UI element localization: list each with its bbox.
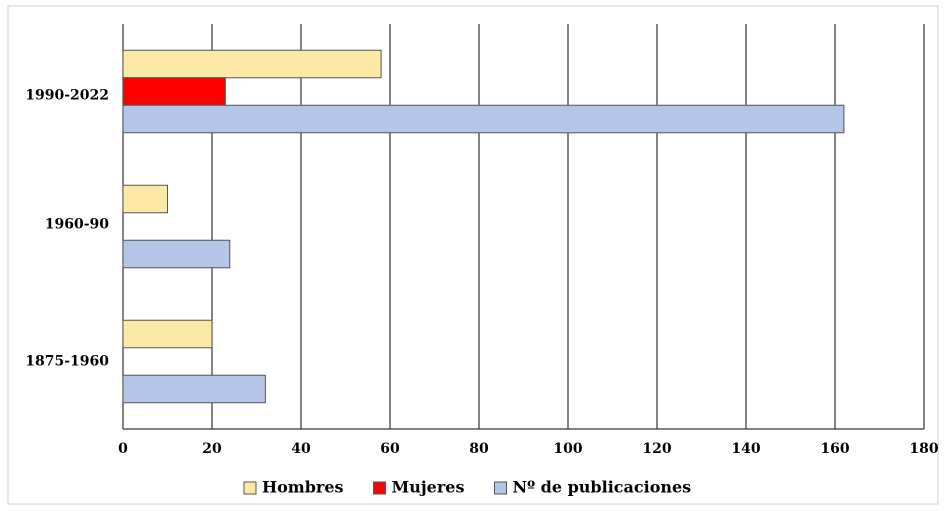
x-tick-label: 80: [469, 441, 489, 457]
legend-label: Nº de publicaciones: [512, 478, 691, 497]
x-tick-label: 180: [909, 441, 938, 457]
bar: [122, 239, 231, 269]
x-tick-label: 60: [380, 441, 400, 457]
x-tick-label: 100: [553, 441, 582, 457]
y-tick-label: 1875-1960: [25, 354, 109, 370]
bar: [122, 104, 845, 134]
legend-label: Hombres: [262, 478, 344, 497]
legend-swatch: [243, 481, 257, 495]
x-tick-label: 40: [291, 441, 311, 457]
bar: [122, 374, 266, 404]
bar: [122, 77, 226, 106]
x-tick-label: 0: [118, 441, 128, 457]
legend-swatch: [493, 481, 507, 495]
x-tick-label: 160: [820, 441, 849, 457]
y-tick-label: 1960-90: [45, 217, 110, 233]
legend-label: Mujeres: [392, 478, 465, 497]
x-tick-label: 20: [202, 441, 222, 457]
legend-swatch: [373, 481, 387, 495]
y-tick-label: 1990-2022: [25, 88, 109, 104]
x-tick-label: 140: [731, 441, 760, 457]
x-tick-label: 120: [642, 441, 671, 457]
bar: [122, 319, 213, 349]
bar: [122, 184, 168, 214]
bar: [122, 49, 382, 79]
